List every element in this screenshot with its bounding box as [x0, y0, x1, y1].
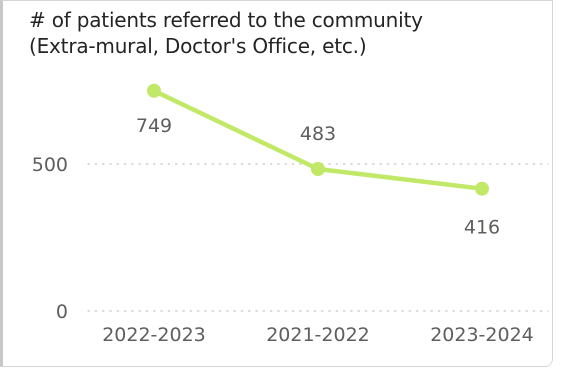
x-tick-label-2023-2024: 2023-2024 [430, 324, 534, 346]
data-label-2023-2024: 416 [464, 217, 500, 239]
chart-title-line-2: (Extra-mural, Doctor's Office, etc.) [29, 34, 367, 58]
y-tick-label-500: 500 [32, 154, 68, 176]
data-labels: 749 483 416 [136, 115, 500, 239]
data-label-2021-2022: 483 [300, 123, 336, 145]
chart-title-line-1: # of patients referred to the community [29, 8, 423, 32]
x-axis: 2022-2023 2021-2022 2023-2024 [102, 324, 534, 346]
y-tick-label-0: 0 [56, 301, 68, 323]
y-axis: 0 500 [32, 154, 68, 323]
x-tick-label-2022-2023: 2022-2023 [102, 324, 206, 346]
data-point-2023-2024[interactable] [475, 181, 489, 196]
data-label-2022-2023: 749 [136, 115, 172, 137]
chart-title: # of patients referred to the community … [29, 7, 529, 59]
data-point-2022-2023[interactable] [147, 83, 161, 98]
x-tick-label-2021-2022: 2021-2022 [266, 324, 370, 346]
series-line-group [147, 83, 489, 196]
chart-card: # of patients referred to the community … [0, 0, 553, 367]
data-point-2021-2022[interactable] [311, 161, 325, 176]
